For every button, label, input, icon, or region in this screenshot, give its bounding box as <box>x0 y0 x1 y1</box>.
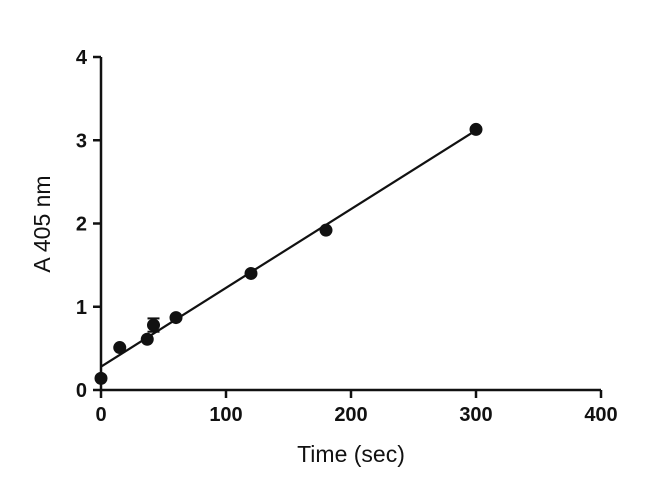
x-tick-label: 200 <box>334 404 367 426</box>
y-tick-label: 2 <box>76 214 87 236</box>
data-point <box>319 223 333 237</box>
data-point <box>94 371 108 385</box>
x-tick-label: 400 <box>584 404 617 426</box>
data-point <box>140 332 154 346</box>
y-tick-label: 1 <box>76 297 87 319</box>
x-tick-label: 0 <box>95 404 106 426</box>
y-ticks: 0 1 2 3 4 <box>76 47 101 402</box>
y-tick-label: 0 <box>76 380 87 402</box>
fit-layer <box>100 129 477 368</box>
points-layer <box>94 122 483 385</box>
data-point <box>244 266 258 280</box>
data-point <box>147 318 160 332</box>
y-tick-label: 4 <box>76 47 88 69</box>
data-point <box>113 341 127 355</box>
data-point <box>469 122 483 136</box>
data-point <box>169 311 183 325</box>
x-axis-title: Time (sec) <box>297 441 405 467</box>
y-tick-label: 3 <box>76 130 87 152</box>
plot-area: 0 100 200 300 400 0 1 2 3 4 <box>76 47 618 426</box>
x-ticks: 0 100 200 300 400 <box>95 390 618 426</box>
x-tick-label: 100 <box>209 404 242 426</box>
y-axis-title: A 405 nm <box>29 175 55 272</box>
fit-line <box>100 129 477 368</box>
x-tick-label: 300 <box>459 404 492 426</box>
